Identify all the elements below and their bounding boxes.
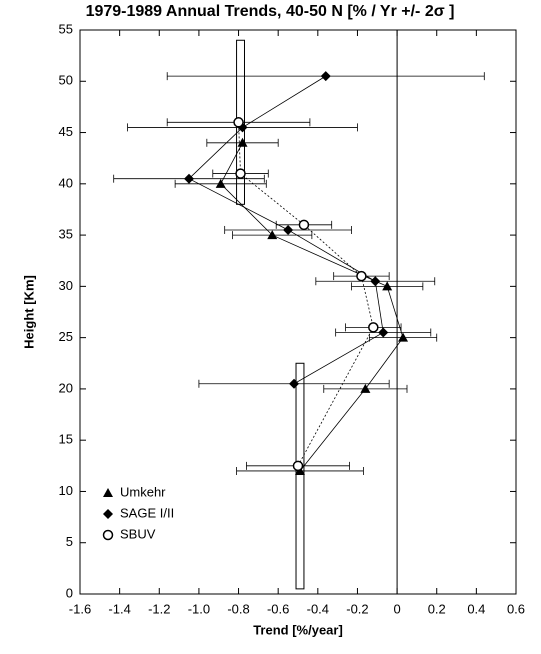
x-tick-label: -1.4 bbox=[108, 601, 130, 616]
legend-marker bbox=[103, 509, 113, 519]
plot-frame bbox=[79, 29, 517, 595]
y-tick-label: 30 bbox=[59, 278, 73, 293]
marker bbox=[398, 332, 409, 342]
x-tick-label: -1.2 bbox=[148, 601, 170, 616]
y-tick-label: 20 bbox=[59, 380, 73, 395]
y-tick-label: 55 bbox=[59, 21, 73, 36]
marker bbox=[368, 322, 379, 333]
legend-label: SAGE I/II bbox=[120, 505, 174, 520]
marker bbox=[237, 137, 248, 147]
x-tick-label: 0.2 bbox=[428, 601, 446, 616]
y-tick-label: 35 bbox=[59, 227, 73, 242]
y-tick-label: 50 bbox=[59, 73, 73, 88]
x-tick-label: -0.8 bbox=[227, 601, 249, 616]
x-axis-label: Trend [%/year] bbox=[253, 622, 343, 637]
series-line bbox=[220, 142, 404, 472]
y-tick-label: 25 bbox=[59, 329, 73, 344]
marker bbox=[370, 276, 381, 287]
x-tick-label: -0.6 bbox=[267, 601, 289, 616]
marker bbox=[289, 378, 300, 389]
marker bbox=[292, 460, 304, 472]
y-tick-label: 5 bbox=[66, 534, 73, 549]
marker bbox=[184, 173, 194, 184]
legend-label: Umkehr bbox=[120, 484, 166, 499]
marker bbox=[215, 178, 226, 188]
x-tick-label: -1.6 bbox=[69, 601, 91, 616]
legend-label: SBUV bbox=[120, 526, 156, 541]
marker bbox=[298, 219, 310, 231]
marker bbox=[283, 224, 294, 235]
x-tick-label: 0 bbox=[393, 601, 400, 616]
marker bbox=[235, 168, 246, 179]
y-tick-label: 15 bbox=[59, 432, 73, 447]
y-tick-label: 45 bbox=[59, 124, 73, 139]
x-tick-label: -0.2 bbox=[346, 601, 368, 616]
marker bbox=[382, 281, 393, 291]
marker bbox=[378, 327, 389, 338]
x-tick-label: 0.6 bbox=[507, 601, 525, 616]
marker bbox=[320, 71, 331, 82]
y-tick-label: 0 bbox=[66, 585, 73, 600]
y-tick-label: 10 bbox=[59, 483, 73, 498]
chart-title: 1979-1989 Annual Trends, 40-50 N [% / Yr… bbox=[86, 3, 455, 20]
legend-marker bbox=[103, 488, 113, 497]
x-tick-label: -1.0 bbox=[188, 601, 210, 616]
marker bbox=[360, 383, 371, 393]
series-line bbox=[238, 122, 374, 467]
legend-marker bbox=[102, 529, 114, 541]
x-tick-label: 0.4 bbox=[467, 601, 485, 616]
x-tick-label: -0.4 bbox=[307, 601, 329, 616]
marker bbox=[356, 270, 367, 282]
marker bbox=[267, 230, 278, 240]
y-tick-label: 40 bbox=[59, 175, 73, 190]
y-axis-label: Height [Km] bbox=[21, 275, 36, 349]
band bbox=[295, 362, 305, 590]
marker bbox=[233, 117, 244, 128]
